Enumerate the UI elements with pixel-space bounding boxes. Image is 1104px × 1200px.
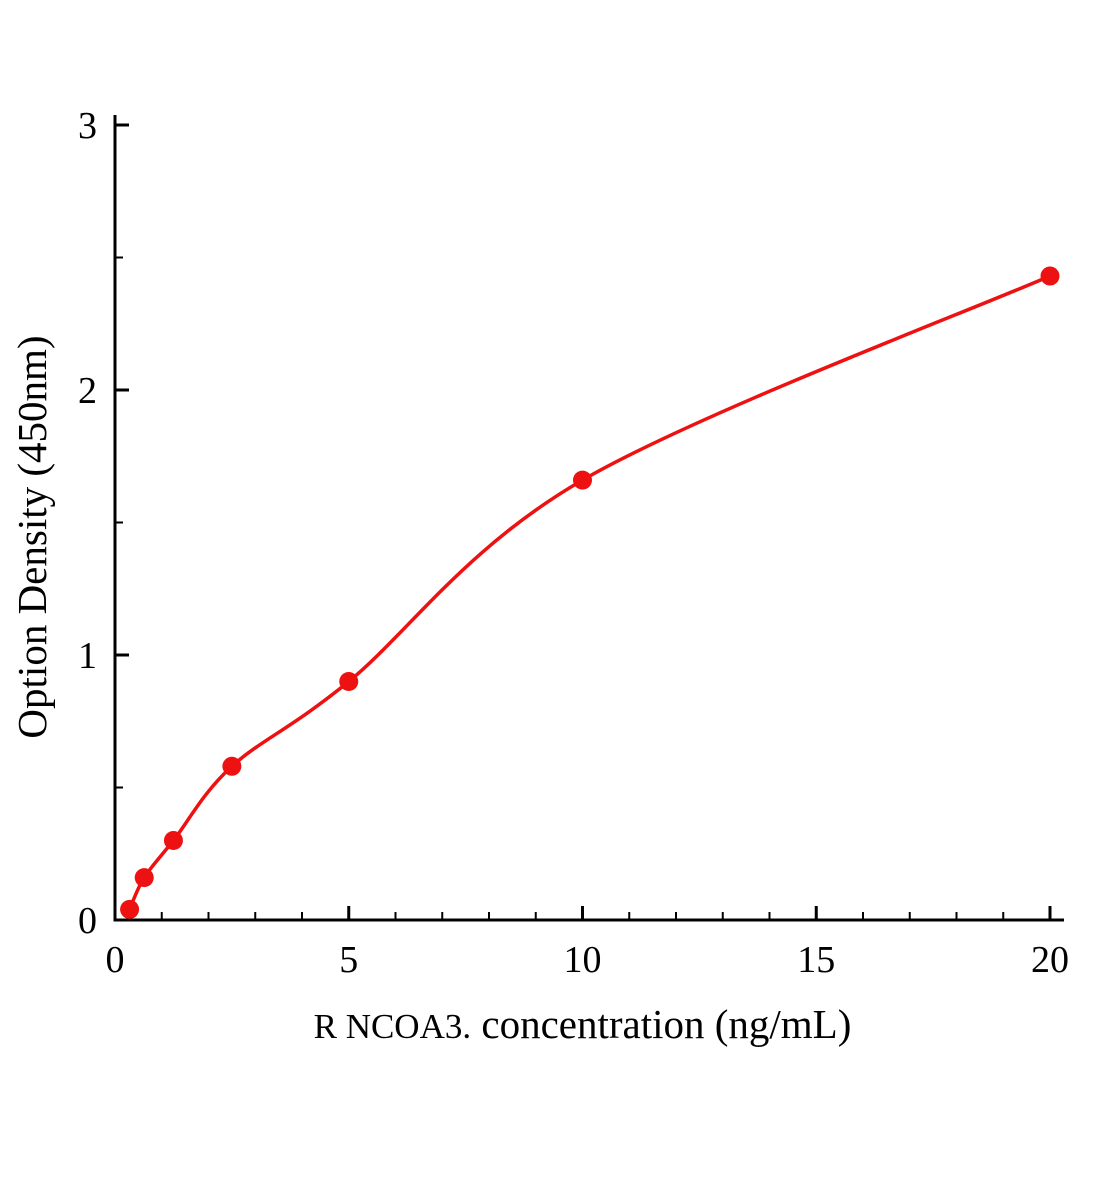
data-point [339, 672, 359, 691]
x-axis-title: R NCOA3. concentration (ng/mL) [115, 1000, 1050, 1048]
x-tick-label: 0 [106, 939, 125, 981]
y-axis-title: Option Density (450nm) [9, 335, 55, 739]
y-tick-label: 1 [78, 635, 97, 677]
x-axis-title-prefix: R NCOA3. [313, 1007, 472, 1046]
y-tick-label: 2 [78, 370, 97, 412]
fit-curve [127, 274, 1052, 912]
data-point [573, 470, 592, 490]
x-tick-label: 5 [339, 939, 358, 981]
y-tick-label: 0 [78, 900, 97, 942]
x-tick-label: 10 [564, 939, 602, 981]
x-axis-title-rest: concentration (ng/mL) [471, 1001, 852, 1047]
x-tick-label: 20 [1031, 939, 1069, 981]
data-point [134, 868, 154, 888]
data-point [120, 899, 140, 919]
data-point [163, 831, 183, 850]
y-tick-label: 3 [78, 105, 97, 147]
x-tick-label: 15 [797, 939, 835, 981]
data-point [222, 756, 242, 776]
data-point [1040, 266, 1060, 286]
